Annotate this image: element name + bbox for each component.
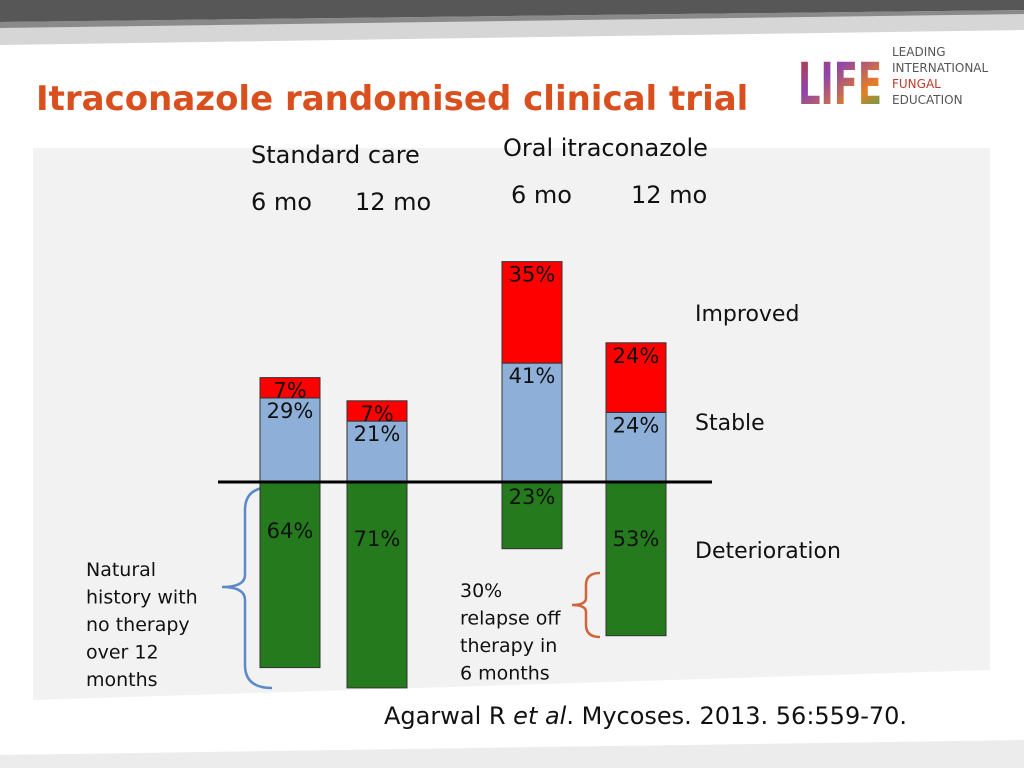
value-label: 24% [613,413,660,437]
group-label: Standard care [251,141,420,169]
value-label: 7% [273,379,306,403]
series-label: Stable [695,411,765,436]
bar-segment [346,400,408,422]
title: Itraconazole randomised clinical trial [36,79,748,119]
value-label: 35% [509,263,556,287]
logo-mark: LIFE [798,50,882,118]
citation-etal: et al [513,702,567,730]
bar-segment [501,261,563,364]
annotation: Natural [86,559,156,581]
value-label: 64% [267,519,314,543]
bar-segment [346,481,408,689]
logo-line: EDUCATION [892,93,963,107]
annotation: relapse off [460,608,561,630]
citation-author: Agarwal R [384,702,513,730]
group-label: Oral itraconazole [503,134,708,162]
category-label: 6 mo [251,188,312,216]
annotation: no therapy [86,614,190,636]
category-label: 12 mo [631,181,707,209]
series-label: Deterioration [695,539,841,564]
bar-segment [605,411,667,483]
category-label: 12 mo [355,188,431,216]
value-label: 23% [509,485,556,509]
annotation: 6 months [460,663,550,685]
value-label: 71% [354,527,401,551]
citation: Agarwal R et al. Mycoses. 2013. 56:559-7… [384,702,907,730]
annotation: therapy in [460,635,557,657]
value-label: 53% [613,527,660,551]
annotation: 30% [460,580,502,602]
value-label: 7% [360,402,393,426]
value-label: 24% [613,344,660,368]
logo-line: LEADING [892,45,946,59]
value-label: 29% [267,399,314,423]
logo-line: FUNGAL [892,77,941,91]
top-stripe [0,10,1024,45]
bottom-stripe [0,740,1024,768]
bar-segment [259,377,321,399]
value-label: 21% [354,422,401,446]
logo-line: INTERNATIONAL [892,61,989,75]
annotation: over 12 [86,642,159,664]
value-label: 41% [509,364,556,388]
bar-segment [605,481,667,637]
category-label: 6 mo [511,181,572,209]
citation-rest: . Mycoses. 2013. 56:559-70. [566,702,907,730]
top-edge [0,10,1024,28]
brace [221,485,273,690]
brace [571,571,601,639]
logo: LIFE LEADING INTERNATIONAL FUNGAL EDUCAT… [798,45,989,118]
annotation: history with [86,587,198,609]
bar-segment [259,397,321,483]
series-label: Improved [695,302,799,327]
annotation: months [86,669,158,691]
bar-segment [605,342,667,413]
bar-segment [259,481,321,669]
